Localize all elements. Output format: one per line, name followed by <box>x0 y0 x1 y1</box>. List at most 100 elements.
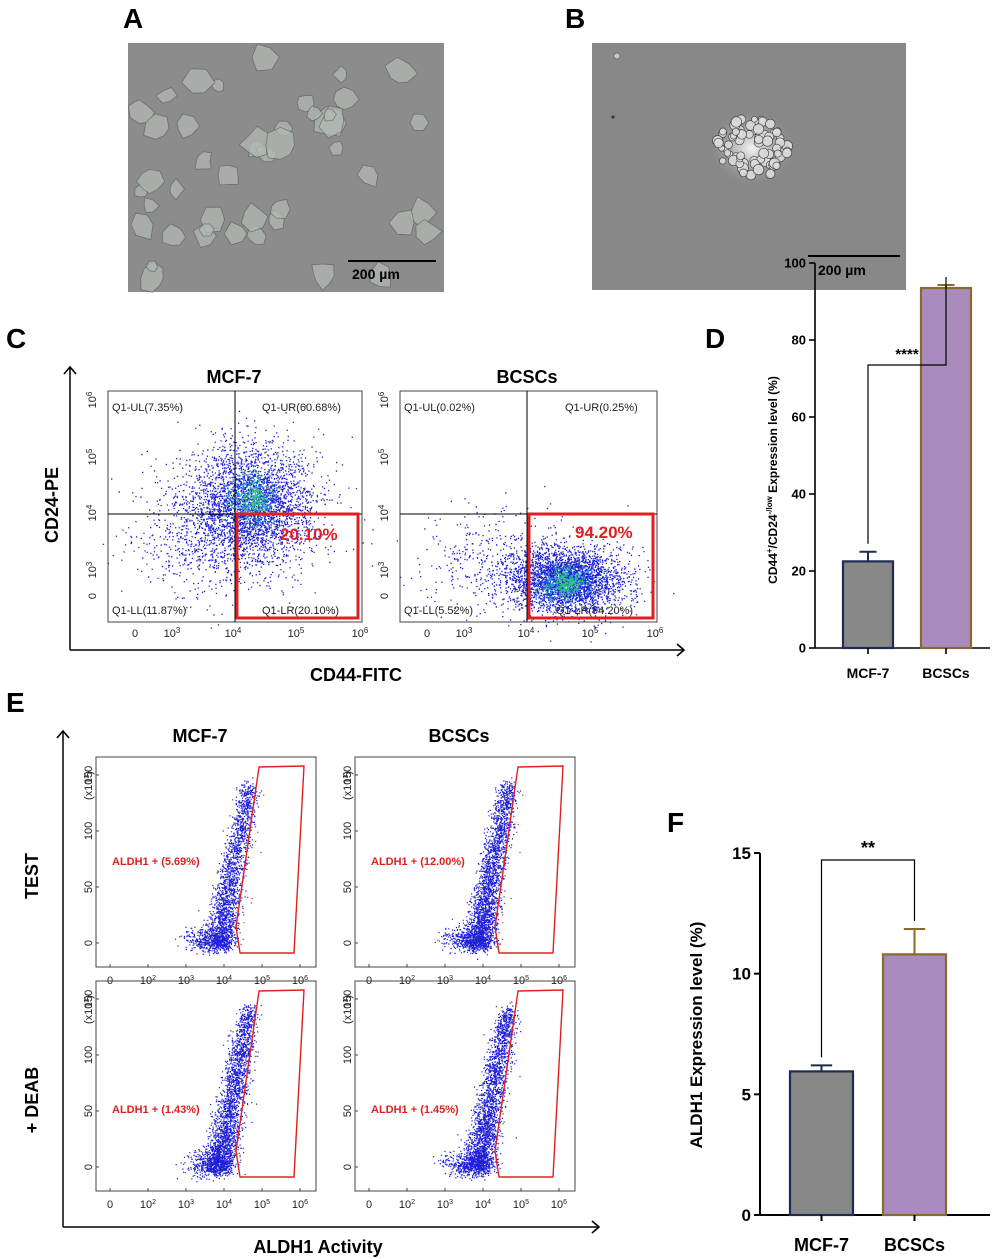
e-gate <box>235 989 305 1178</box>
c-gate-mcf7 <box>235 512 360 620</box>
svg-text:106: 106 <box>551 1199 567 1211</box>
svg-text:106: 106 <box>647 626 664 640</box>
svg-text:100: 100 <box>83 822 95 840</box>
svg-text:50: 50 <box>342 1105 354 1117</box>
q1-ur: Q1-UR(0.25%) <box>565 402 638 414</box>
e-gate-label: ALDH1 + (12.00%) <box>371 856 465 868</box>
q1-ur: Q1-UR(60.68%) <box>262 402 341 414</box>
svg-text:103: 103 <box>178 1199 194 1211</box>
y-tick-label: 5 <box>742 1085 751 1104</box>
c-plot-title: BCSCs <box>496 367 557 387</box>
svg-text:106: 106 <box>85 391 99 408</box>
y-tick-label: 40 <box>792 487 806 502</box>
y-tick-label: 15 <box>732 844 751 863</box>
e-row-label-test: TEST <box>22 853 42 899</box>
svg-text:105: 105 <box>288 626 305 640</box>
svg-text:106: 106 <box>377 391 391 408</box>
y-tick-label: 100 <box>784 256 806 271</box>
svg-text:103: 103 <box>437 1199 453 1211</box>
svg-text:0: 0 <box>379 593 391 599</box>
sphere-cells <box>712 114 793 181</box>
q1-lr: Q1-LR(94.20%) <box>556 605 633 617</box>
svg-text:103: 103 <box>456 626 473 640</box>
e-gate-label: ALDH1 + (1.43%) <box>112 1104 200 1116</box>
svg-text:103: 103 <box>85 561 99 578</box>
panel-label-c: C <box>6 323 26 354</box>
bar <box>841 560 895 650</box>
q1-ul: Q1-UL(0.02%) <box>404 402 475 414</box>
svg-text:0: 0 <box>83 1164 95 1170</box>
bar <box>788 1070 855 1217</box>
svg-text:0: 0 <box>87 593 99 599</box>
e-gate-label: ALDH1 + (1.45%) <box>371 1104 459 1116</box>
e-gate <box>494 765 564 954</box>
svg-text:105: 105 <box>85 448 99 465</box>
panel-label-f: F <box>667 807 684 838</box>
svg-text:104: 104 <box>518 626 535 640</box>
svg-text:100: 100 <box>83 1046 95 1064</box>
micrograph-b: 200 µm <box>592 43 906 290</box>
category-label: MCF-7 <box>794 1235 849 1255</box>
svg-text:103: 103 <box>377 561 391 578</box>
category-label: BCSCs <box>922 665 970 681</box>
y-tick-label: 80 <box>792 333 806 348</box>
scalebar-label-a: 200 µm <box>352 266 400 282</box>
svg-text:102: 102 <box>140 1199 156 1211</box>
svg-text:0: 0 <box>342 940 354 946</box>
c-yticks-mcf7: 0 103 104 105 106 <box>85 391 99 599</box>
micrograph-a: 200 µm <box>127 43 444 293</box>
svg-text:0: 0 <box>107 1199 113 1211</box>
c-plot-mcf7: MCF-7 20.10% Q1-UL(7.35%) Q1-UR(60.68%) … <box>85 367 374 640</box>
c-dots-bcscs <box>364 485 675 643</box>
q1-ll: Q1-LL(5.52%) <box>404 605 473 617</box>
svg-text:105: 105 <box>513 1199 529 1211</box>
svg-text:106: 106 <box>352 626 369 640</box>
svg-text:0: 0 <box>83 940 95 946</box>
svg-text:150: 150 <box>342 990 354 1008</box>
svg-text:104: 104 <box>216 1199 232 1211</box>
svg-text:103: 103 <box>164 626 181 640</box>
y-tick-label: 60 <box>792 410 806 425</box>
bar <box>881 953 948 1217</box>
c-xticks-mcf7: 0 103 104 105 106 <box>132 626 369 640</box>
svg-text:50: 50 <box>83 1105 95 1117</box>
significance-bracket <box>820 859 916 1058</box>
e-col-title-mcf7: MCF-7 <box>173 726 228 746</box>
c-x-axis-label: CD44-FITC <box>310 665 402 685</box>
bar-chart-f: ALDH1 Expression level (%) 0 5 10 15 MCF-7 BC… <box>687 838 990 1255</box>
svg-text:0: 0 <box>132 628 138 640</box>
svg-text:104: 104 <box>225 626 242 640</box>
c-highlight: 94.20% <box>575 523 633 542</box>
svg-text:105: 105 <box>254 1199 270 1211</box>
c-highlight: 20.10% <box>280 525 338 544</box>
c-gate-bcscs <box>527 512 655 620</box>
e-row-label-deab: + DEAB <box>22 1067 42 1134</box>
svg-text:0: 0 <box>342 1164 354 1170</box>
svg-text:105: 105 <box>582 626 599 640</box>
svg-text:104: 104 <box>377 504 391 521</box>
bar-chart-d: CD44+/CD24-/low Expression level (%) 0 20… <box>765 256 990 681</box>
scalebar-label-b: 200 µm <box>818 262 866 278</box>
c-y-axis-label: CD24-PE <box>42 467 62 543</box>
q1-ul: Q1-UL(7.35%) <box>112 402 183 414</box>
panel-label-a: A <box>123 3 143 34</box>
svg-text:50: 50 <box>83 881 95 893</box>
y-tick-label: 0 <box>799 641 806 656</box>
f-y-axis-label: ALDH1 Expression level (%) <box>687 922 706 1149</box>
e-gate <box>494 989 564 1178</box>
c-plot-title: MCF-7 <box>207 367 262 387</box>
y-tick-label: 10 <box>732 965 751 984</box>
svg-text:0: 0 <box>366 1199 372 1211</box>
svg-text:150: 150 <box>342 766 354 784</box>
e-col-title-bcscs: BCSCs <box>428 726 489 746</box>
adherent-cells <box>127 43 443 293</box>
panel-label-e: E <box>6 687 25 718</box>
c-xticks-bcscs: 0 103 104 105 106 <box>424 626 664 640</box>
svg-text:104: 104 <box>85 504 99 521</box>
svg-text:102: 102 <box>399 1199 415 1211</box>
